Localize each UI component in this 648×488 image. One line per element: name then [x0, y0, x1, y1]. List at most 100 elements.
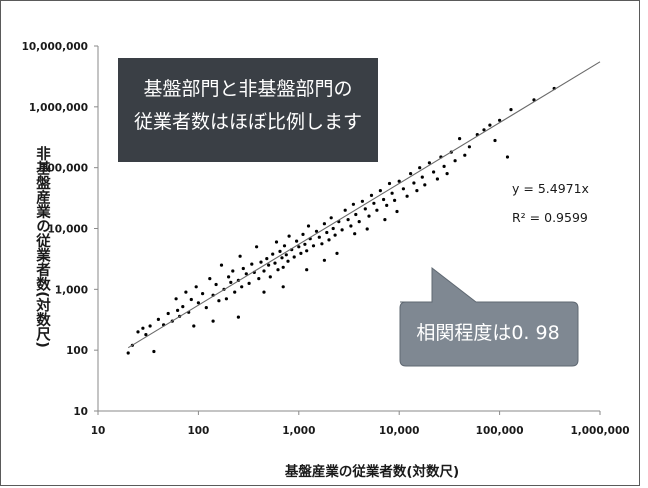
data-point: [192, 324, 196, 328]
data-point: [184, 290, 188, 294]
data-point: [354, 212, 358, 217]
y-tick-label: 10,000,000: [22, 41, 88, 53]
headline-box: 基盤部門と非基盤部門の 従業者数はほぼ比例します: [118, 58, 378, 162]
headline-line-2: 従業者数はほぼ比例します: [133, 111, 362, 133]
data-point: [276, 268, 280, 272]
data-point: [357, 220, 361, 224]
data-point: [217, 299, 221, 303]
x-tick-label: 100: [187, 425, 209, 437]
data-point: [393, 198, 397, 202]
data-point: [314, 229, 319, 233]
data-point: [265, 257, 269, 261]
trendline-equation: y = 5.4971x: [512, 181, 589, 196]
data-point: [250, 262, 254, 266]
data-point: [340, 228, 344, 232]
r-squared-label: R² = 0.9599: [512, 210, 588, 225]
data-point: [156, 317, 160, 321]
data-point: [369, 193, 374, 197]
data-point: [458, 137, 462, 141]
data-point: [378, 189, 382, 193]
data-point: [505, 155, 510, 159]
data-point: [278, 249, 282, 253]
data-point: [141, 326, 145, 330]
data-point: [383, 218, 387, 222]
headline-line-1: 基盤部門と非基盤部門の: [143, 78, 353, 100]
data-point: [280, 256, 284, 260]
data-point: [214, 282, 218, 287]
data-point: [281, 285, 285, 289]
data-point: [297, 245, 301, 249]
data-point: [367, 214, 371, 218]
y-tick-label: 100: [66, 345, 88, 357]
data-point: [166, 311, 170, 316]
x-tick-label: 10: [91, 425, 106, 437]
data-point: [498, 118, 502, 122]
data-point: [229, 280, 233, 284]
data-point: [397, 179, 401, 183]
data-point: [284, 253, 288, 257]
data-point: [329, 216, 333, 220]
data-point: [262, 269, 266, 273]
x-tick-label: 10,000: [379, 425, 420, 437]
data-point: [244, 272, 248, 276]
data-point: [453, 159, 457, 163]
callout-shape: [399, 266, 579, 367]
data-point: [333, 233, 337, 237]
data-point: [152, 349, 156, 354]
data-point: [287, 234, 291, 238]
data-point: [194, 285, 198, 289]
data-point: [322, 222, 326, 226]
data-point: [482, 128, 486, 132]
data-point: [281, 265, 285, 269]
data-point: [231, 269, 235, 273]
data-point: [241, 266, 245, 271]
data-point: [435, 177, 439, 181]
data-point: [247, 281, 251, 285]
data-point: [268, 275, 272, 279]
data-point: [174, 297, 178, 301]
data-point: [372, 201, 376, 205]
data-point: [488, 123, 492, 127]
y-tick-label: 1,000: [55, 284, 88, 296]
data-point: [401, 187, 405, 191]
axes: 10 100 1,000 10,000 100,000 1,000,000 10 100 1,0…: [22, 41, 630, 437]
data-point: [346, 218, 350, 222]
data-point: [405, 194, 409, 198]
data-point: [240, 285, 244, 289]
data-point: [259, 260, 263, 264]
data-point: [257, 277, 261, 281]
data-point: [423, 183, 427, 187]
data-point: [299, 251, 303, 255]
data-point: [375, 208, 379, 212]
data-point: [409, 172, 413, 176]
data-point: [351, 202, 355, 206]
callout-text: 相関程度は0. 98: [416, 322, 560, 344]
data-point: [273, 261, 277, 265]
data-point: [493, 138, 497, 143]
data-point: [238, 254, 242, 258]
x-tick-label: 100,000: [476, 425, 524, 437]
data-point: [255, 245, 259, 249]
data-point: [331, 226, 335, 231]
y-tick-label: 1,000,000: [29, 102, 88, 114]
data-point: [236, 315, 240, 319]
data-point: [463, 153, 467, 157]
data-point: [306, 224, 311, 228]
data-point: [233, 290, 237, 294]
data-point: [442, 164, 446, 168]
data-point: [343, 208, 347, 212]
data-point: [227, 275, 231, 279]
data-point: [282, 244, 287, 248]
y-axis-title: 非基盤産業の従業者数(対数尺): [34, 146, 51, 348]
data-point: [204, 306, 208, 310]
data-point: [271, 252, 275, 256]
data-point: [136, 330, 140, 334]
data-point: [385, 203, 389, 207]
data-point: [224, 297, 228, 301]
data-point: [320, 242, 324, 246]
data-point: [382, 197, 386, 202]
data-point: [211, 319, 215, 323]
data-point: [509, 108, 513, 112]
data-point: [305, 249, 309, 253]
